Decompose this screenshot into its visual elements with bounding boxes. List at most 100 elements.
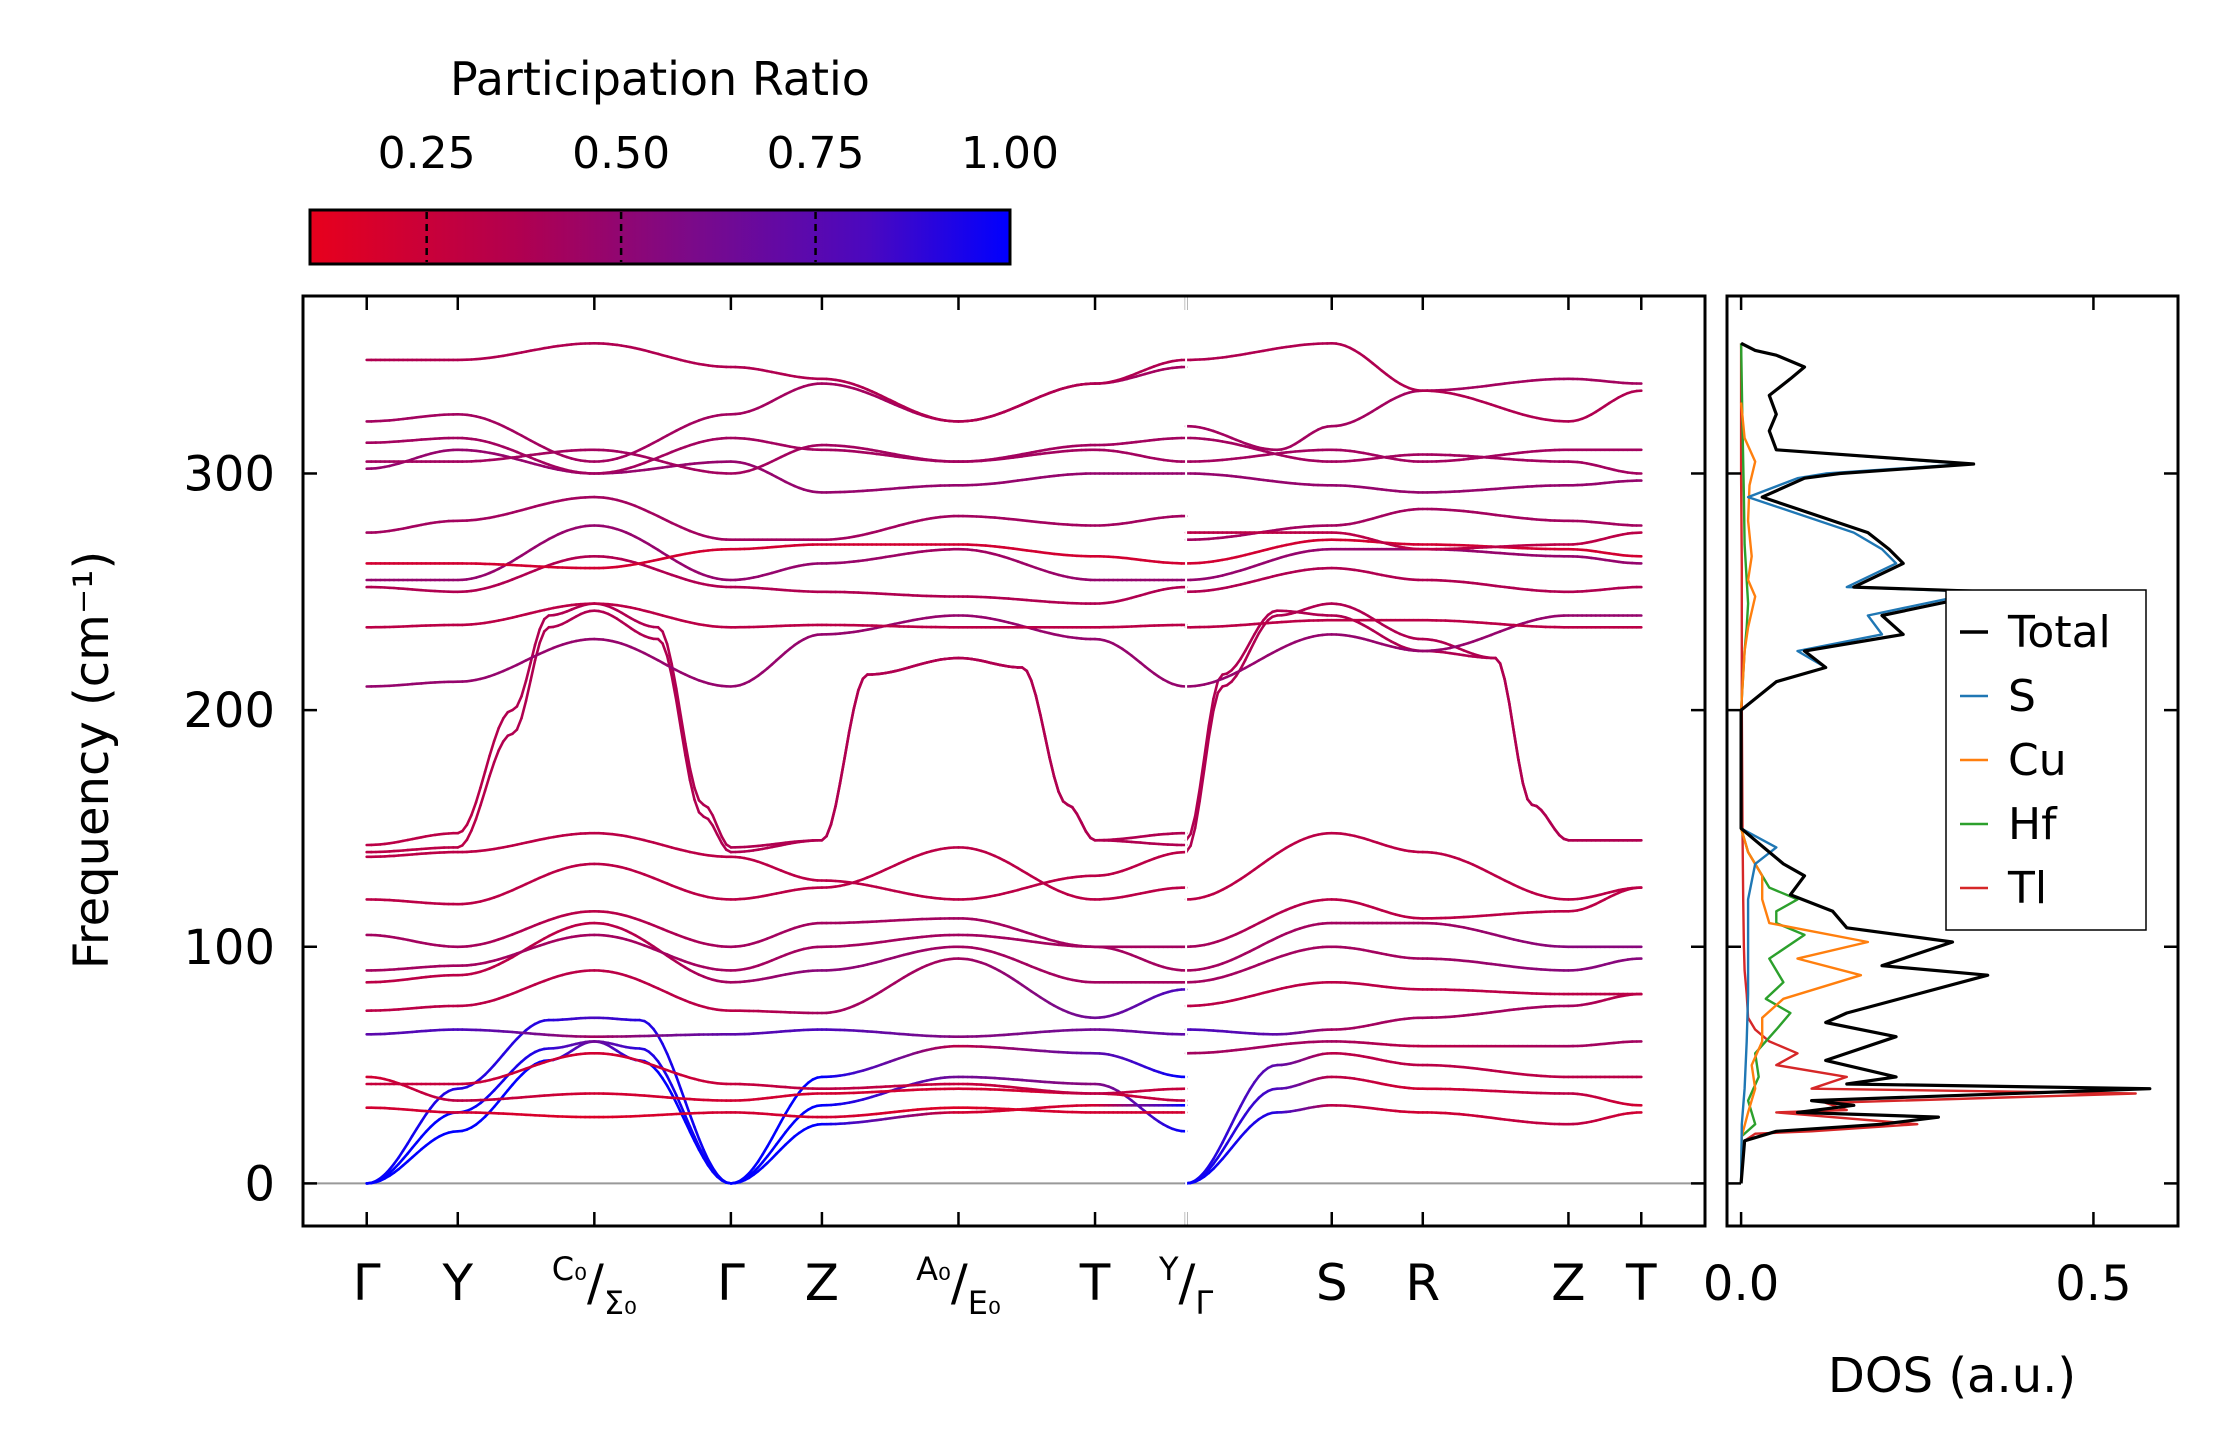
band-segment	[720, 835, 728, 846]
colorbar-tick-label: 1.00	[961, 128, 1059, 179]
phonon-band	[365, 921, 1188, 984]
phonon-band	[365, 609, 1188, 854]
band-segment	[693, 1135, 701, 1148]
band-segment	[765, 1137, 774, 1148]
band-segment	[697, 1137, 705, 1152]
band-segment	[661, 642, 669, 658]
band-segment	[1203, 736, 1211, 771]
band-segment	[688, 766, 696, 790]
band-segment	[656, 1034, 664, 1046]
band-segment	[674, 1101, 683, 1114]
band-segment	[1207, 697, 1215, 728]
band-segment	[1207, 1157, 1215, 1168]
phonon-band	[1184, 886, 1643, 949]
band-segment	[702, 1148, 710, 1161]
colorbar: Participation Ratio 0.25 0.50 0.75 1.00	[308, 52, 1059, 266]
band-segment	[1248, 640, 1256, 653]
band-segment	[479, 789, 487, 807]
band-segment	[1503, 678, 1511, 705]
band-segment	[515, 694, 523, 708]
band-segment	[661, 1042, 669, 1056]
band-segment	[392, 1156, 400, 1166]
band-segment	[1248, 1081, 1256, 1091]
band-segment	[1189, 826, 1197, 848]
band-segment	[538, 617, 546, 631]
band-segment	[665, 642, 674, 666]
phonon-band	[365, 543, 1188, 570]
band-segment	[1248, 633, 1256, 645]
band-segment	[515, 716, 523, 732]
band-segment	[711, 1166, 719, 1176]
band-segment	[684, 753, 692, 782]
band-segment	[661, 630, 669, 646]
band-segment	[1244, 641, 1252, 653]
band-segment	[706, 1158, 715, 1170]
band-segment	[670, 674, 678, 702]
band-segment	[1257, 624, 1265, 635]
colorbar-tick-label: 0.25	[378, 128, 476, 179]
band-segment	[479, 770, 487, 789]
band-segment	[706, 817, 715, 827]
band-segment	[843, 730, 851, 759]
band-segment	[756, 1153, 765, 1163]
band-segment	[488, 760, 496, 778]
band-segment	[1025, 669, 1033, 682]
band-segment	[1039, 713, 1047, 738]
band-segment	[688, 778, 696, 802]
band-segment	[406, 1134, 414, 1145]
band-segment	[1230, 1127, 1238, 1138]
band-segment	[492, 749, 501, 764]
band-segment	[488, 739, 496, 758]
band-segment	[1225, 1134, 1233, 1145]
band-segment	[1030, 679, 1038, 698]
band-segment	[533, 641, 542, 662]
band-segment	[1075, 812, 1083, 824]
band-segment	[711, 814, 719, 828]
band-segment	[415, 1120, 423, 1130]
band-segment	[684, 1120, 692, 1133]
band-segment	[538, 630, 546, 645]
band-segment	[1071, 805, 1079, 816]
phonon-band	[1184, 1104, 1643, 1185]
phonon-band	[365, 602, 1188, 629]
band-segment	[693, 798, 701, 814]
band-segment	[706, 1162, 715, 1172]
band-segment	[1239, 649, 1247, 661]
band-segment	[1498, 662, 1506, 681]
colorbar-gradient	[308, 208, 1012, 266]
band-segment	[1253, 631, 1261, 644]
band-segment	[1057, 790, 1065, 803]
band-segment	[470, 817, 478, 833]
band-segment	[1221, 1132, 1229, 1144]
band-segment	[702, 1154, 710, 1165]
phonon-band	[1184, 980, 1643, 1008]
band-segment	[1512, 730, 1520, 761]
band-segment	[679, 714, 687, 745]
band-segment	[720, 841, 728, 852]
band-segment	[1189, 814, 1197, 836]
band-segment	[688, 1125, 696, 1139]
band-segment	[1198, 767, 1206, 803]
band-segment	[470, 801, 478, 817]
band-segment	[761, 1145, 769, 1156]
band-segment	[1239, 658, 1247, 671]
band-segment	[529, 643, 537, 665]
phonon-band	[365, 1016, 733, 1185]
band-segment	[465, 813, 473, 827]
phonon-band	[1184, 609, 1643, 842]
band-segment	[1193, 787, 1201, 818]
band-segment	[670, 1084, 678, 1097]
band-segment	[1193, 799, 1201, 830]
phonon-band	[1184, 1075, 1643, 1185]
phonon-bands	[303, 341, 1705, 1185]
band-segment	[674, 1075, 683, 1091]
band-segment	[1207, 709, 1215, 739]
band-segment	[1216, 1141, 1224, 1153]
band-segment	[1230, 1113, 1238, 1126]
band-segment	[834, 781, 842, 808]
band-segment	[520, 679, 528, 698]
band-segment	[410, 1127, 419, 1138]
band-segment	[688, 1130, 696, 1143]
